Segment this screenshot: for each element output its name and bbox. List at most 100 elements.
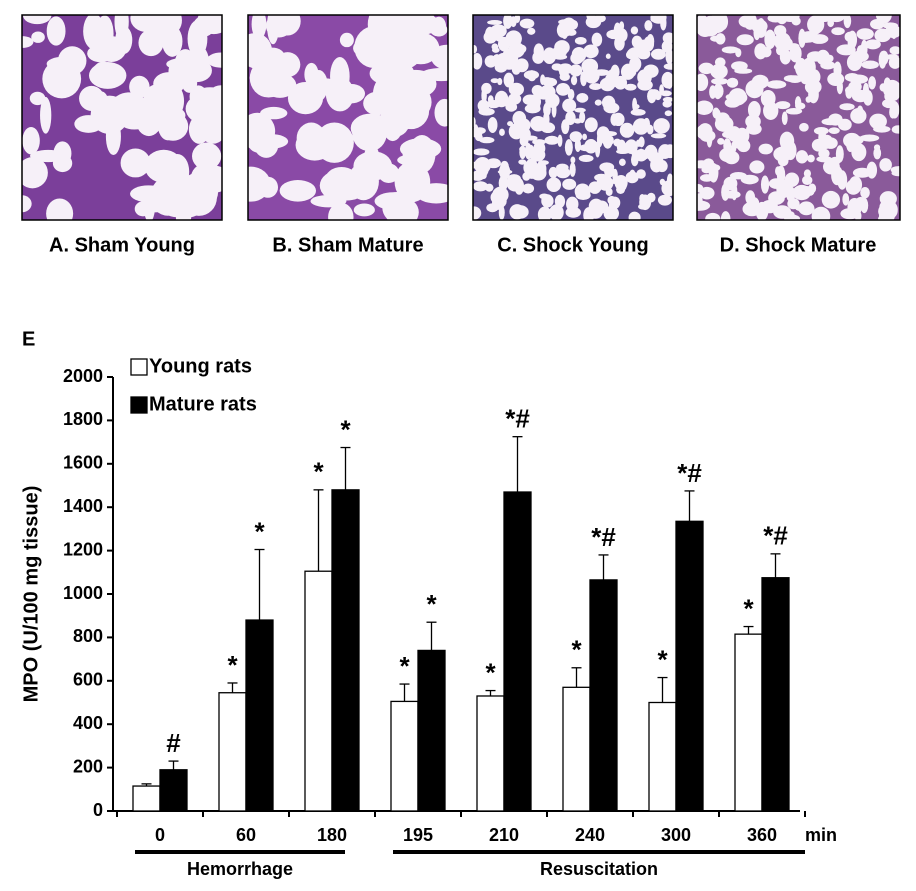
significance-mark: *: [313, 457, 324, 487]
alveolus: [583, 44, 599, 59]
alveolus: [496, 52, 510, 69]
alveolus: [353, 203, 375, 217]
alveolus: [497, 169, 513, 175]
alveolus: [634, 39, 652, 54]
alveolus: [880, 32, 887, 40]
alveolus: [872, 116, 883, 128]
alveolus: [473, 170, 485, 181]
alveolus: [818, 129, 827, 146]
significance-mark: *#: [591, 522, 616, 552]
alveolus: [879, 158, 892, 172]
alveolus: [478, 107, 495, 116]
alveolus: [624, 83, 637, 91]
alveolus: [524, 135, 538, 141]
alveolus: [785, 108, 803, 115]
alveolus: [399, 138, 442, 160]
alveolus: [628, 211, 641, 220]
group-label: Resuscitation: [540, 859, 658, 879]
alveolus: [760, 46, 772, 58]
histology-image: [697, 15, 900, 220]
alveolus: [713, 84, 724, 99]
alveolus: [717, 138, 725, 145]
frame: [472, 14, 674, 221]
alveolus: [657, 194, 672, 206]
alveolus: [764, 29, 776, 50]
alveolus: [760, 175, 770, 194]
alveolus: [561, 119, 570, 135]
alveolus: [161, 25, 183, 57]
alveolus: [604, 163, 615, 178]
alveolus: [889, 46, 900, 55]
histology-image: [473, 15, 673, 220]
alveolus: [644, 20, 653, 31]
alveolus: [884, 90, 897, 103]
alveolus: [508, 82, 524, 96]
alveolus: [831, 27, 845, 36]
alveolus: [697, 73, 709, 92]
alveolus: [579, 111, 586, 124]
alveolus: [749, 197, 760, 209]
significance-mark: *: [485, 657, 496, 687]
alveolus: [553, 53, 568, 60]
alveolus: [586, 15, 596, 21]
alveolus: [781, 111, 788, 125]
alveolus: [629, 169, 636, 176]
alveolus: [870, 19, 885, 30]
alveolus: [808, 86, 817, 93]
alveolus: [574, 138, 582, 152]
alveolus: [852, 167, 872, 178]
alveolus: [616, 184, 626, 194]
alveolus: [794, 96, 802, 110]
panel-label: B. Sham Mature: [272, 234, 423, 256]
alveolus: [524, 103, 541, 114]
significance-mark: *: [571, 635, 582, 665]
alveolus: [588, 181, 602, 194]
significance-mark: *: [399, 651, 410, 681]
x-tick-label: 360: [747, 825, 777, 845]
alveolus: [522, 183, 535, 194]
alveolus: [519, 145, 526, 160]
bar: [390, 700, 419, 812]
alveolus: [498, 175, 508, 191]
alveolus: [248, 137, 274, 154]
alveolus: [844, 31, 856, 43]
alveolus: [130, 15, 165, 33]
x-unit: min: [805, 825, 837, 845]
alveolus: [660, 15, 667, 31]
alveolus: [473, 148, 490, 156]
alveolus: [490, 190, 505, 205]
alveolus: [668, 182, 673, 196]
x-tick-label: 195: [403, 825, 433, 845]
alveolus: [802, 175, 813, 185]
alveolus: [584, 117, 598, 133]
alveolus: [842, 193, 850, 206]
alveolus: [706, 129, 713, 148]
alveolus: [758, 143, 773, 155]
alveolus: [508, 123, 525, 140]
alveolus: [514, 15, 521, 23]
alveolus: [864, 39, 881, 50]
alveolus: [835, 145, 844, 163]
alveolus: [661, 71, 673, 89]
alveolus: [394, 69, 437, 99]
alveolus: [594, 15, 606, 23]
alveolus: [813, 15, 833, 23]
alveolus: [710, 35, 723, 42]
alveolus: [605, 53, 611, 59]
alveolus: [777, 155, 789, 167]
alveolus: [619, 21, 625, 31]
alveolus: [571, 46, 587, 63]
y-tick-label: 400: [73, 713, 103, 733]
alveolus: [873, 147, 882, 160]
alveolus: [578, 154, 594, 163]
alveolus: [789, 44, 802, 63]
alveolus: [111, 92, 147, 120]
alveolus: [663, 63, 673, 70]
alveolus: [820, 60, 836, 70]
panel-letter: E: [22, 328, 35, 350]
alveolus: [503, 15, 513, 29]
alveolus: [816, 155, 832, 163]
alveolus: [574, 36, 587, 45]
alveolus: [731, 182, 738, 201]
